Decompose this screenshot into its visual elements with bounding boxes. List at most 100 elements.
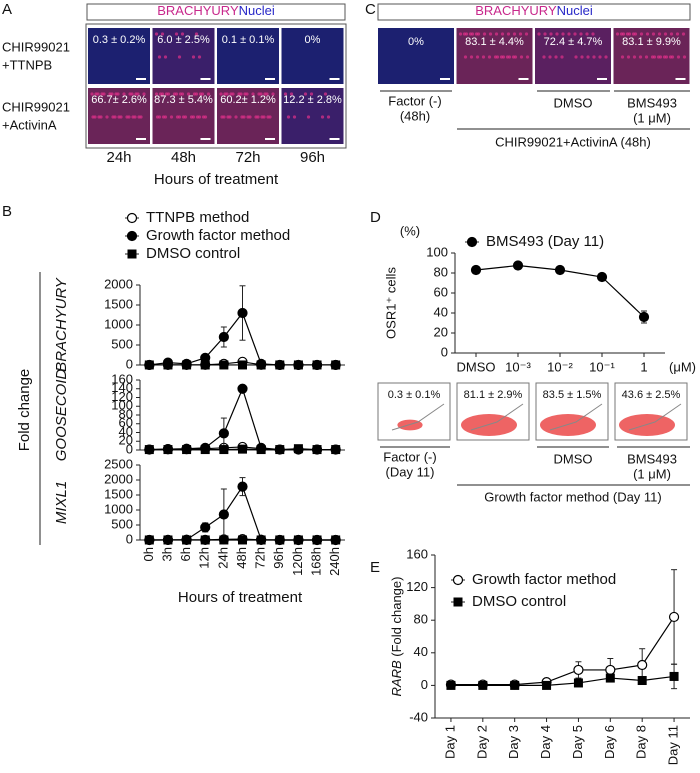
x-tick-label: Day 1 xyxy=(442,725,457,759)
x-tick-label: 168h xyxy=(308,547,323,576)
data-point xyxy=(163,445,173,455)
legend-label: BMS493 (Day 11) xyxy=(486,233,604,250)
percent-label: 0.1 ± 0.1% xyxy=(222,34,275,46)
percent-label: 0% xyxy=(305,34,321,46)
condition-label: BMS493 xyxy=(627,451,677,466)
x-tick-label: 6h xyxy=(178,547,193,561)
legend-marker xyxy=(126,230,138,242)
stain-name: Nuclei xyxy=(239,3,275,18)
legend-marker xyxy=(126,212,138,224)
column-label: 72h xyxy=(235,149,260,166)
data-point xyxy=(218,509,229,520)
data-point xyxy=(275,445,285,455)
row-label: +ActivinA xyxy=(2,117,57,132)
micrograph-speck xyxy=(131,115,135,119)
micrograph-speck xyxy=(271,92,275,96)
x-tick-label: 1 xyxy=(640,359,647,374)
legend-marker xyxy=(127,249,137,259)
micrograph-speck xyxy=(482,32,487,36)
x-tick-label: Day 5 xyxy=(570,725,585,759)
y-tick-label: 80 xyxy=(414,612,428,627)
legend-marker xyxy=(466,236,478,248)
x-tick-label: 0h xyxy=(141,547,156,561)
header-box xyxy=(377,3,691,21)
micrograph-speck xyxy=(283,92,288,96)
y-axis-label: BRACHYURY xyxy=(53,277,70,372)
micrograph-speck xyxy=(174,32,179,36)
micrograph-speck xyxy=(554,55,558,59)
micrograph-speck xyxy=(198,92,203,96)
percent-label: 83.1 ± 4.4% xyxy=(465,36,524,48)
condition-label: BMS493 xyxy=(627,95,677,110)
data-point xyxy=(668,611,680,623)
micrograph-speck xyxy=(117,115,121,119)
micrograph-speck xyxy=(180,32,185,36)
data-point xyxy=(573,678,583,688)
micrograph-speck xyxy=(481,55,486,59)
flow-plot xyxy=(377,382,451,441)
percent-label: 83.1 ± 9.9% xyxy=(622,36,681,48)
data-point xyxy=(237,481,248,492)
micrograph-speck xyxy=(681,32,686,36)
data-point xyxy=(275,535,285,545)
y-tick-label: 100 xyxy=(426,244,448,259)
micrograph-speck xyxy=(289,92,294,96)
stain-name: BRACHYURY xyxy=(475,3,557,18)
axis-label: Hours of treatment xyxy=(178,589,303,606)
micrograph-speck xyxy=(177,55,182,59)
micrograph-speck xyxy=(469,55,474,59)
micrograph-speck xyxy=(561,32,565,36)
micrograph-speck xyxy=(645,32,650,36)
micrograph-speck xyxy=(656,55,661,59)
stain-name: BRACHYURY xyxy=(157,3,239,18)
y-tick-label: 1000 xyxy=(104,501,133,516)
micrograph-speck xyxy=(506,32,511,36)
micrograph-speck xyxy=(326,115,331,119)
flow-cloud xyxy=(619,414,675,436)
y-tick-label: 2000 xyxy=(104,276,133,291)
flow-gate xyxy=(470,403,524,431)
data-point xyxy=(200,360,210,370)
micrograph-speck xyxy=(474,32,479,36)
x-tick-label: Day 11 xyxy=(666,725,681,765)
micrograph-speck xyxy=(142,92,146,96)
y-tick-label: 0 xyxy=(126,441,133,456)
data-point xyxy=(218,428,229,439)
micrograph-speck xyxy=(163,55,168,59)
micrograph-speck xyxy=(524,32,529,36)
y-tick-label: 120 xyxy=(111,389,133,404)
micrograph-speck xyxy=(632,55,637,59)
data-point xyxy=(163,360,173,370)
micrograph-speck xyxy=(493,55,498,59)
data-point xyxy=(238,360,247,370)
micrograph-speck xyxy=(197,55,202,59)
stain-name: Nuclei xyxy=(557,3,593,18)
micrograph-speck xyxy=(91,115,95,119)
x-tick-label: 10⁻² xyxy=(547,359,573,374)
data-point xyxy=(446,680,456,690)
x-tick-label: 12h xyxy=(197,547,212,569)
micrograph xyxy=(281,28,344,84)
condition-label: Factor (-) xyxy=(388,93,441,108)
y-tick-label: 100 xyxy=(111,398,133,413)
x-tick-label: Day 4 xyxy=(538,725,553,759)
legend-label: Growth factor method xyxy=(146,227,290,244)
micrograph-speck xyxy=(676,55,681,59)
micrograph-speck xyxy=(668,55,673,59)
micrograph-speck xyxy=(682,55,687,59)
micrograph-speck xyxy=(542,55,546,59)
y-tick-label: 60 xyxy=(119,415,133,430)
condition-label: (Day 11) xyxy=(386,464,435,479)
micrograph-speck xyxy=(650,55,655,59)
micrograph-speck xyxy=(194,32,199,36)
legend-label: Growth factor method xyxy=(472,571,616,588)
micrograph-speck xyxy=(475,55,480,59)
micrograph-speck xyxy=(237,92,241,96)
y-tick-label: 500 xyxy=(111,336,133,351)
y-axis-label: MIXL1 xyxy=(53,481,70,524)
data-point xyxy=(312,360,322,370)
y-tick-label: 0 xyxy=(126,356,133,371)
data-point xyxy=(470,264,482,276)
micrograph-speck xyxy=(286,115,291,119)
